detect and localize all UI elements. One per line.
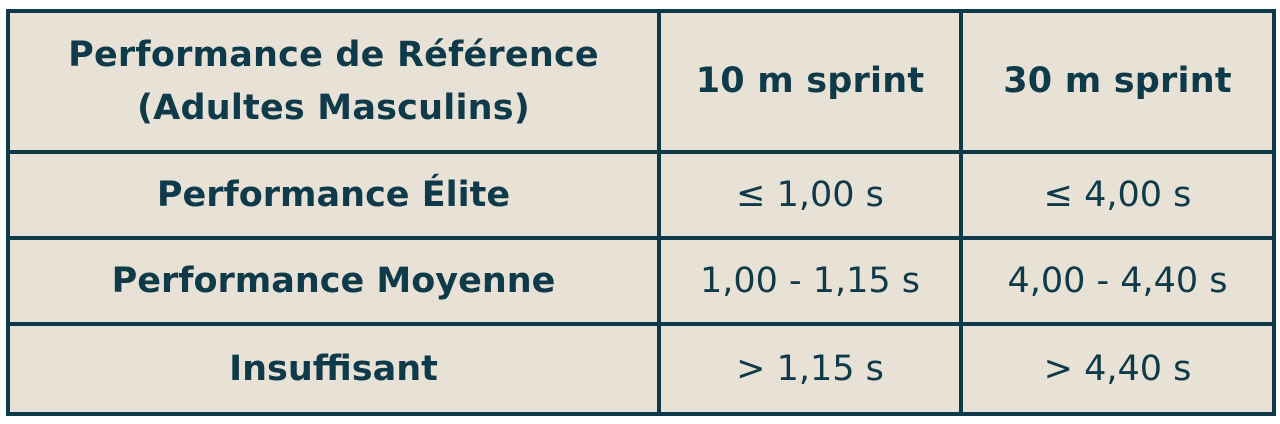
header-30m-sprint: 30 m sprint (963, 13, 1272, 154)
header-reference: Performance de Référence (Adultes Mascul… (10, 13, 661, 154)
cell-insuffisant-30m: > 4,40 s (1043, 349, 1192, 389)
cell-insuffisant-10m: > 1,15 s (661, 326, 963, 412)
cell-elite-30m: ≤ 4,00 s (963, 154, 1272, 240)
row-label-moyenne: Performance Moyenne (10, 240, 661, 326)
header-reference-line2: (Adultes Masculins) (136, 87, 530, 128)
header-reference-line1: Performance de Référence (68, 35, 599, 75)
header-10m-sprint: 10 m sprint (661, 13, 963, 154)
cell-moyenne-10m: 1,00 - 1,15 s (661, 240, 963, 326)
cell-moyenne-30m: 4,00 - 4,40 s (963, 240, 1272, 326)
cell-elite-10m: ≤ 1,00 s (661, 154, 963, 240)
row-label-insuffisant: Insuffisant (10, 326, 661, 412)
row-label-elite: Performance Élite (10, 154, 661, 240)
performance-table: Performance de Référence (Adultes Mascul… (6, 9, 1276, 416)
